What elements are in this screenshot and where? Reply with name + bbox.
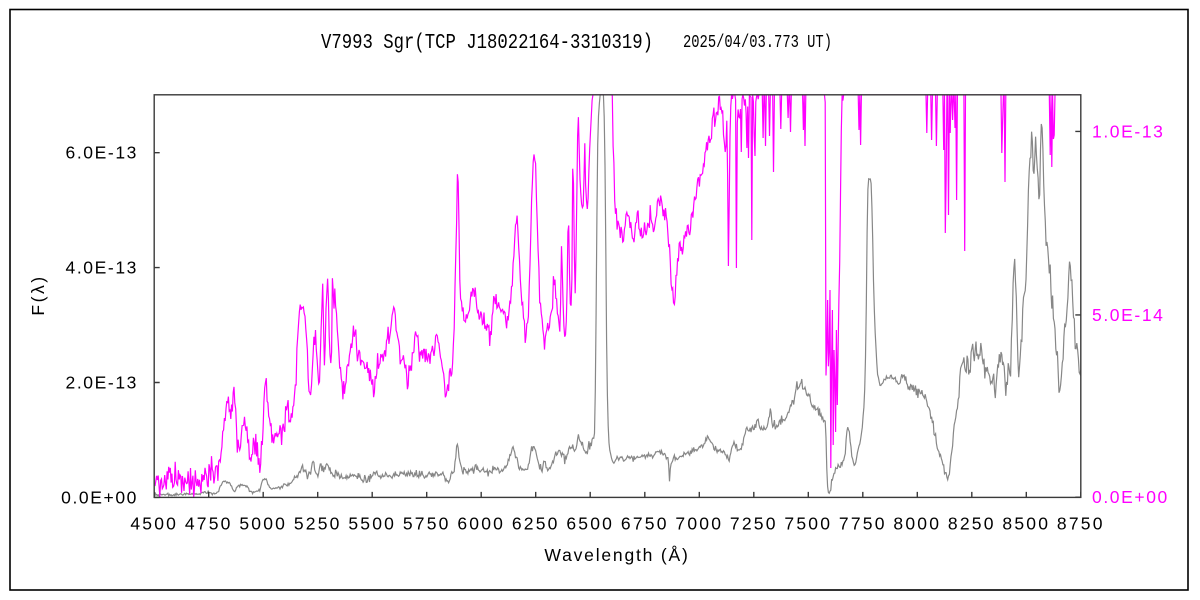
svg-text:0.0E+00: 0.0E+00 [1092, 487, 1169, 507]
svg-text:4750: 4750 [185, 514, 233, 534]
svg-text:6750: 6750 [621, 514, 669, 534]
svg-text:5750: 5750 [403, 514, 451, 534]
svg-text:5500: 5500 [348, 514, 396, 534]
svg-text:5.0E-14: 5.0E-14 [1092, 305, 1165, 325]
svg-text:8500: 8500 [1002, 514, 1050, 534]
svg-text:6500: 6500 [566, 514, 614, 534]
svg-text:Wavelength (Å): Wavelength (Å) [544, 545, 689, 565]
svg-text:5000: 5000 [239, 514, 287, 534]
svg-text:6.0E-13: 6.0E-13 [66, 143, 139, 163]
svg-text:V7993 Sgr(TCP J18022164-331031: V7993 Sgr(TCP J18022164-3310319) [321, 32, 653, 55]
svg-text:F(λ): F(λ) [28, 274, 48, 315]
svg-text:8000: 8000 [893, 514, 941, 534]
svg-text:6000: 6000 [457, 514, 505, 534]
svg-text:4500: 4500 [130, 514, 178, 534]
svg-text:1.0E-13: 1.0E-13 [1092, 121, 1165, 141]
svg-text:2025/04/03.773 UT): 2025/04/03.773 UT) [683, 32, 832, 53]
svg-text:2.0E-13: 2.0E-13 [66, 373, 139, 393]
svg-text:5250: 5250 [294, 514, 342, 534]
svg-text:7500: 7500 [784, 514, 832, 534]
svg-text:0.0E+00: 0.0E+00 [61, 487, 138, 507]
svg-text:4.0E-13: 4.0E-13 [66, 258, 139, 278]
svg-text:8750: 8750 [1057, 514, 1105, 534]
svg-text:6250: 6250 [512, 514, 560, 534]
svg-text:7000: 7000 [675, 514, 723, 534]
svg-text:7750: 7750 [839, 514, 887, 534]
svg-text:8250: 8250 [948, 514, 996, 534]
svg-text:7250: 7250 [730, 514, 778, 534]
